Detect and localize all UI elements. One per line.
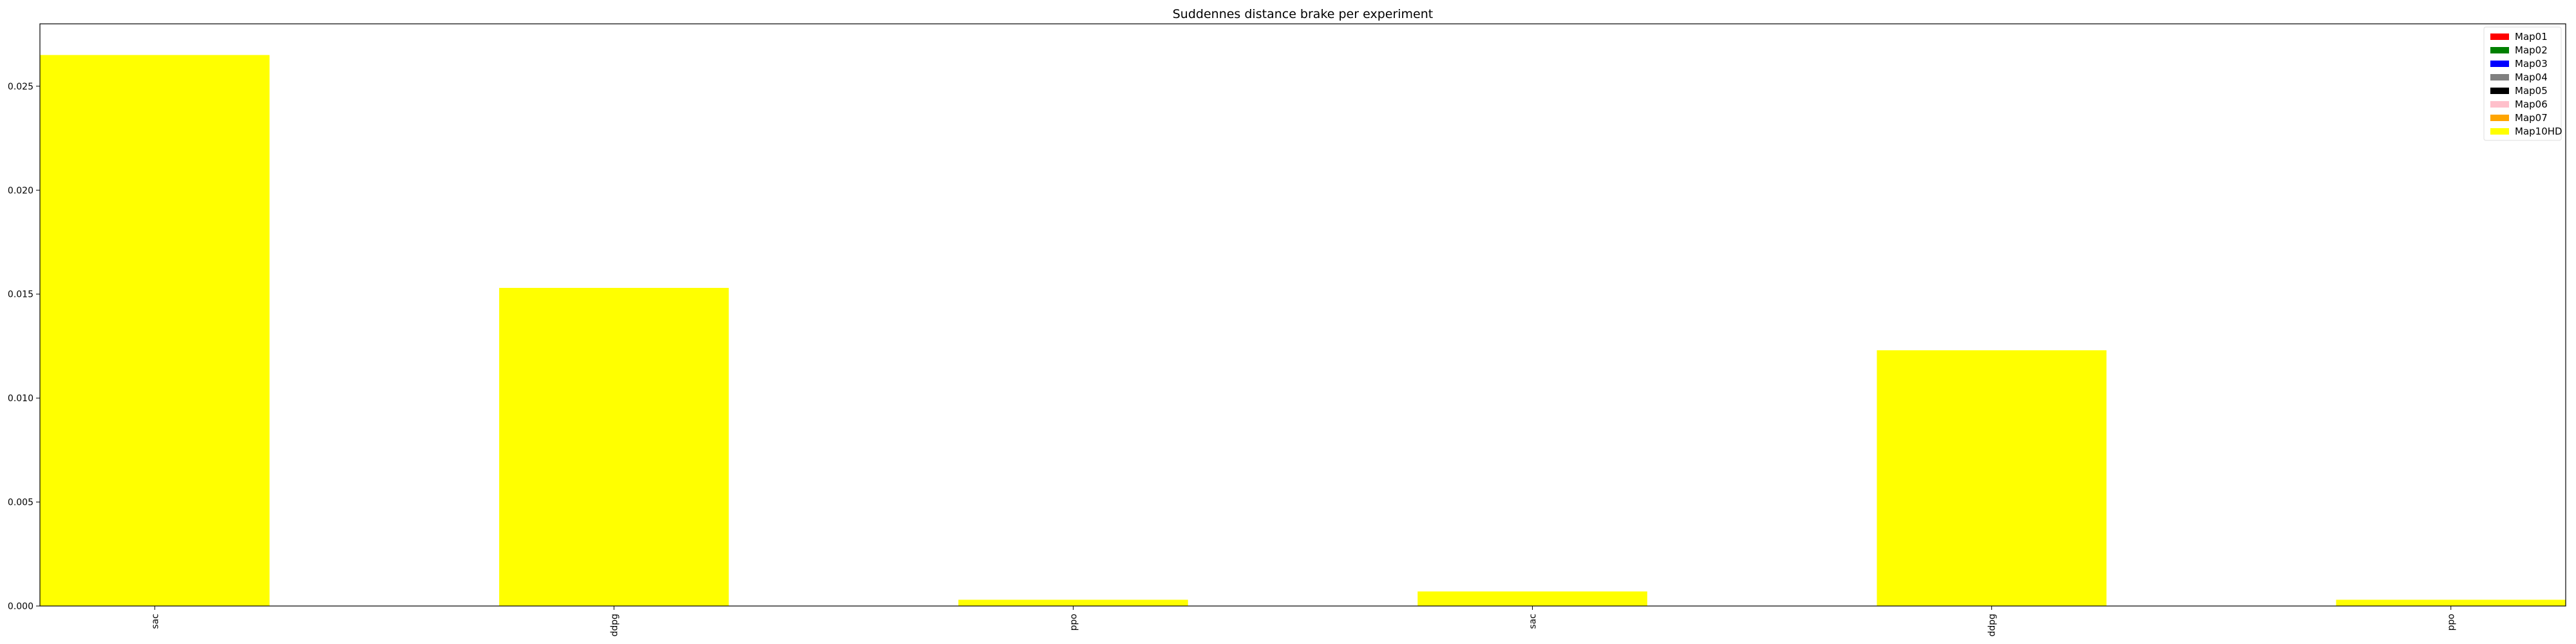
x-axis: sac ddpg ppo sac ddpg ppo <box>150 606 2457 637</box>
legend-swatch-map02 <box>2490 47 2509 53</box>
legend-swatch-map05 <box>2490 88 2509 94</box>
legend-swatch-map10hd <box>2490 128 2509 135</box>
legend-swatch-map03 <box>2490 61 2509 67</box>
x-tick-label: ddpg <box>609 614 620 637</box>
legend-label-map04: Map04 <box>2515 71 2548 83</box>
x-tick-label: ppo <box>1068 614 1079 630</box>
bars-group <box>40 55 2566 606</box>
legend-label-map05: Map05 <box>2515 85 2548 97</box>
x-tick-label: sac <box>150 614 160 629</box>
x-tick-label: ddpg <box>1987 614 1998 637</box>
x-tick-label: sac <box>1528 614 1539 629</box>
y-tick-label: 0.015 <box>8 290 33 300</box>
legend-label-map06: Map06 <box>2515 99 2548 110</box>
y-tick-label: 0.025 <box>8 82 33 92</box>
legend-label-map03: Map03 <box>2515 58 2548 70</box>
y-tick-label: 0.010 <box>8 393 33 404</box>
legend-swatch-map06 <box>2490 101 2509 108</box>
legend-box <box>2483 26 2562 141</box>
bar-map10hd-1 <box>499 288 729 606</box>
bar-map10hd-2 <box>958 600 1188 606</box>
bar-map10hd-0 <box>40 55 270 606</box>
legend-label-map10hd: Map10HD <box>2515 126 2562 137</box>
legend-swatch-map07 <box>2490 115 2509 121</box>
bar-map10hd-4 <box>1877 350 2107 606</box>
y-axis: 0.000 0.005 0.010 0.015 0.020 0.025 <box>8 82 40 612</box>
chart-title: Suddennes distance brake per experiment <box>1173 7 1433 21</box>
plot-area-frame <box>39 23 2566 607</box>
bar-map10hd-3 <box>1417 591 1647 606</box>
y-tick-label: 0.000 <box>8 601 33 612</box>
y-tick-label: 0.005 <box>8 498 33 508</box>
legend-swatch-map04 <box>2490 74 2509 80</box>
bar-map10hd-5 <box>2336 600 2566 606</box>
legend-label-map01: Map01 <box>2515 31 2548 43</box>
legend-swatch-map01 <box>2490 33 2509 40</box>
legend-label-map07: Map07 <box>2515 112 2548 124</box>
x-tick-label: ppo <box>2447 614 2457 630</box>
y-tick-label: 0.020 <box>8 185 33 196</box>
legend-label-map02: Map02 <box>2515 44 2548 56</box>
